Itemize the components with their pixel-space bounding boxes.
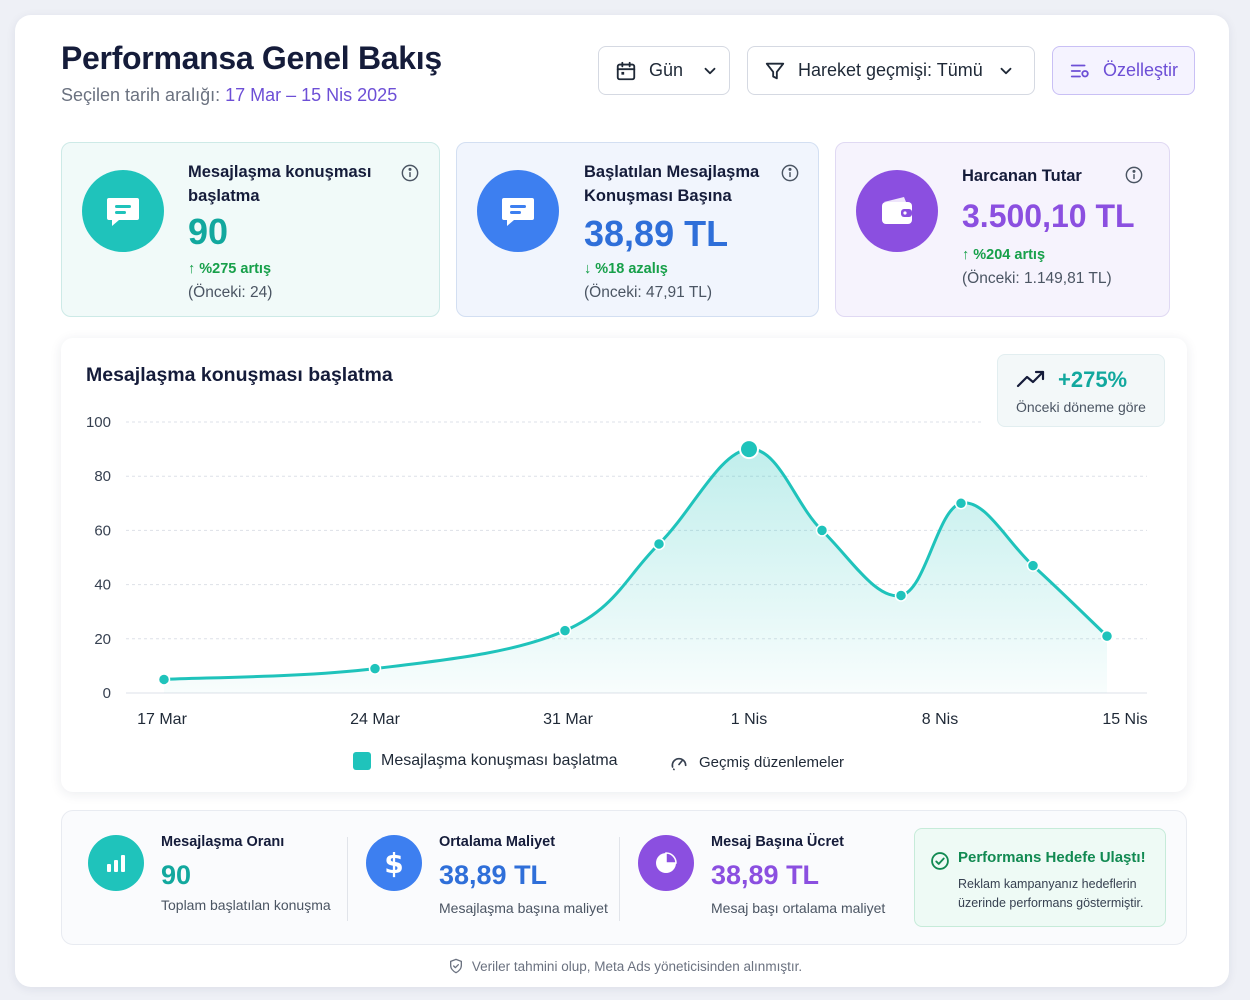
bar-chart-icon <box>88 835 144 891</box>
activity-filter-button[interactable]: Hareket geçmişi: Tümü <box>747 46 1035 95</box>
summary-divider <box>347 837 348 921</box>
summary-sub: Mesajlaşma başına maliyet <box>439 900 608 916</box>
gauge-icon <box>671 757 687 771</box>
data-point <box>652 537 666 551</box>
calendar-icon <box>616 61 636 80</box>
y-tick-label: 0 <box>103 685 111 702</box>
goal-reached-callout: Performans Hedefe Ulaştı! Reklam kampany… <box>914 828 1166 927</box>
trend-badge: +275% Önceki döneme göre <box>997 354 1165 427</box>
data-point <box>368 662 382 675</box>
kpi-label: Başlatılan Mesajlaşma Konuşması Başına <box>584 163 760 205</box>
filter-icon <box>765 62 785 79</box>
check-circle-icon <box>931 852 949 870</box>
trending-up-icon <box>1016 370 1045 388</box>
x-tick-label: 1 Nis <box>731 711 767 728</box>
goal-title: Performans Hedefe Ulaştı! <box>958 849 1146 866</box>
data-point <box>894 589 908 602</box>
data-point <box>739 439 759 460</box>
summary-value: 90 <box>161 860 192 890</box>
summary-label: Mesaj Başına Ücret <box>711 834 844 850</box>
kpi-delta: ↓ %18 azalış <box>584 261 668 277</box>
chart-card: Mesajlaşma konuşması başlatma +275% Önce… <box>61 338 1187 792</box>
kpi-card-cost-per-conversation: Başlatılan Mesajlaşma Konuşması Başına 3… <box>456 142 819 317</box>
trend-value: +275% <box>1058 367 1128 392</box>
data-point <box>1026 559 1040 572</box>
data-point <box>815 524 829 537</box>
chevron-down-icon <box>704 67 716 74</box>
summary-sub: Mesaj başı ortalama maliyet <box>711 900 886 916</box>
shield-check-icon <box>449 958 462 974</box>
info-icon[interactable] <box>401 164 419 182</box>
wallet-icon <box>856 170 938 252</box>
date-range-value: 17 Mar – 15 Nis 2025 <box>225 85 398 105</box>
customize-button[interactable]: Özelleştir <box>1052 46 1195 95</box>
data-point <box>558 624 572 637</box>
kpi-previous: (Önceki: 24) <box>188 284 273 301</box>
kpi-label: Harcanan Tutar <box>962 167 1082 185</box>
summary-value: 38,89 TL <box>711 860 820 890</box>
kpi-value: 90 <box>188 211 229 252</box>
kpi-value: 3.500,10 TL <box>962 198 1135 234</box>
kpi-card-conversations: Mesajlaşma konuşması başlatma 90 ↑ %275 … <box>61 142 440 317</box>
info-icon[interactable] <box>781 164 799 182</box>
date-range-prefix: Seçilen tarih aralığı: <box>61 85 221 105</box>
summary-strip: Mesajlaşma Oranı 90 Toplam başlatılan ko… <box>61 810 1187 945</box>
series-line <box>162 447 1109 681</box>
kpi-label: Mesajlaşma konuşması başlatma <box>188 163 372 205</box>
chat-icon <box>477 170 559 252</box>
legend-swatch <box>353 752 371 770</box>
summary-value: 38,89 TL <box>439 860 548 890</box>
y-tick-label: 100 <box>86 414 111 431</box>
legend-history[interactable]: Geçmiş düzenlemeler <box>669 752 844 772</box>
data-point <box>954 497 968 510</box>
kpi-value: 38,89 TL <box>584 213 729 254</box>
y-tick-label: 40 <box>94 577 111 594</box>
area-chart: 0 20 40 60 80 100 17 Mar 24 Mar 31 Mar 1 Nis 8 Nis… <box>86 414 1148 728</box>
y-tick-label: 60 <box>94 522 111 539</box>
y-tick-label: 80 <box>94 468 111 485</box>
summary-label: Mesajlaşma Oranı <box>161 834 285 850</box>
legend-series[interactable]: Mesajlaşma konuşması başlatma <box>353 752 618 770</box>
day-select-button[interactable]: Gün <box>598 46 730 95</box>
data-point <box>1100 629 1114 643</box>
x-tick-label: 17 Mar <box>137 711 187 728</box>
kpi-previous: (Önceki: 47,91 TL) <box>584 284 713 301</box>
kpi-delta: ↑ %204 artış <box>962 247 1046 263</box>
x-tick-label: 8 Nis <box>922 711 958 728</box>
activity-filter-label: Hareket geçmişi: Tümü <box>798 60 983 80</box>
chart-title: Mesajlaşma konuşması başlatma <box>86 364 393 386</box>
data-point <box>157 673 171 686</box>
summary-label: Ortalama Maliyet <box>439 834 556 850</box>
chat-icon <box>82 170 164 252</box>
x-tick-label: 31 Mar <box>543 711 593 728</box>
day-select-label: Gün <box>649 60 684 80</box>
kpi-delta: ↑ %275 artış <box>188 261 272 277</box>
dollar-icon: $ <box>366 835 422 891</box>
summary-divider <box>619 837 620 921</box>
info-icon[interactable] <box>1125 166 1143 184</box>
legend-series-label: Mesajlaşma konuşması başlatma <box>381 752 618 769</box>
page-title: Performansa Genel Bakış <box>61 40 442 76</box>
date-range-subtitle: Seçilen tarih aralığı: 17 Mar – 15 Nis 2… <box>61 85 397 106</box>
x-tick-label: 15 Nis <box>1102 711 1147 728</box>
goal-text: Reklam kampanyanız hedeflerin üzerinde p… <box>958 877 1144 910</box>
pie-chart-icon <box>638 835 694 891</box>
customize-label: Özelleştir <box>1103 60 1179 80</box>
summary-sub: Toplam başlatılan konuşma <box>161 897 331 913</box>
sliders-icon <box>1070 64 1089 77</box>
footer-note: Veriler tahmini olup, Meta Ads yöneticis… <box>0 958 1250 974</box>
footer-text: Veriler tahmini olup, Meta Ads yöneticis… <box>471 958 803 974</box>
y-tick-label: 20 <box>94 631 111 648</box>
chevron-down-icon <box>1000 67 1012 74</box>
kpi-previous: (Önceki: 1.149,81 TL) <box>962 270 1112 287</box>
x-tick-label: 24 Mar <box>350 711 400 728</box>
kpi-card-spend: Harcanan Tutar 3.500,10 TL ↑ %204 artış … <box>835 142 1170 317</box>
trend-caption: Önceki döneme göre <box>1016 399 1146 415</box>
legend-history-label: Geçmiş düzenlemeler <box>699 753 845 771</box>
